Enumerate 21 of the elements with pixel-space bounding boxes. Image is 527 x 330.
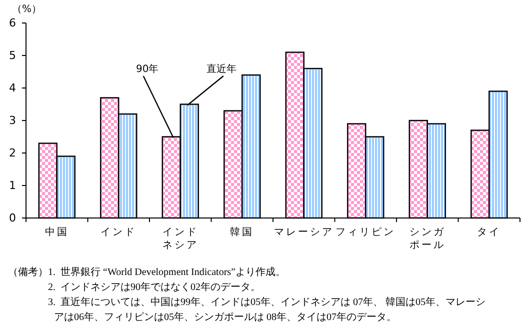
y-tick-label: 3 (9, 114, 16, 128)
x-tick-label: 中国 (44, 226, 69, 238)
text: 3. 直近年については、中国は99年、インドは05年、インドネシアは 07年、 韓国は05年、マレーシアは06年、フィリピンは05年、シンガポールは 08年、タイは07年のデータ。 (48, 296, 486, 323)
y-tick-label: 5 (9, 49, 16, 62)
y-tick-label: 1 (9, 179, 16, 192)
text: 2. インドネシアは90年ではなく02年のデータ。 (48, 281, 260, 293)
x-tick-label: インド (100, 227, 137, 238)
y-tick-label: 6 (9, 16, 16, 30)
y-axis-title: （%） (12, 4, 42, 15)
text: （備考）1. 世界銀行 “World Development Indicators”より作成。 (8, 266, 286, 278)
x-tick-label: シンガポール (409, 227, 446, 251)
x-tick-label: タイ (477, 227, 502, 238)
series-label: 直近年 (206, 63, 236, 75)
x-tick-label: インドネシア (162, 227, 198, 251)
y-tick-label: 4 (9, 82, 16, 95)
x-tick-label: マレーシア (274, 227, 334, 238)
x-tick-label: 韓国 (230, 226, 254, 238)
x-tick-label: フィリピン (336, 227, 396, 238)
text: 90年 (136, 63, 159, 75)
y-tick-label: 0 (9, 212, 16, 225)
y-tick-label: 2 (9, 146, 16, 160)
